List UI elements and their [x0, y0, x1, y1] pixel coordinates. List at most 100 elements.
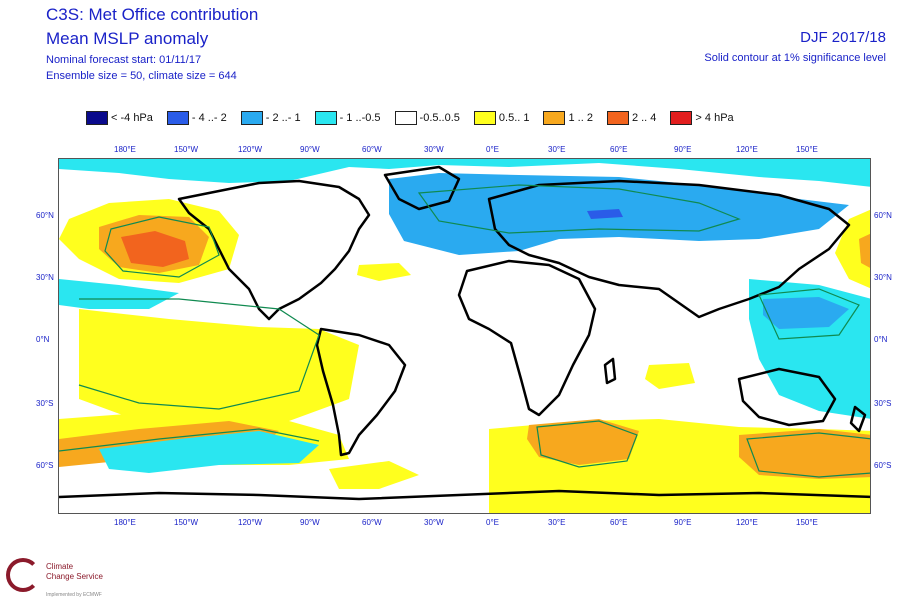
negative-anomaly-arctic: [59, 159, 870, 187]
contour-south-indian: [746, 432, 870, 478]
longitude-label: 180°E: [114, 145, 136, 154]
legend-label: > 4 hPa: [695, 112, 734, 124]
legend-label: 2 .. 4: [631, 112, 657, 124]
longitude-label: 90°W: [300, 518, 320, 527]
significance-contours: [59, 184, 870, 478]
coastline-eurasia: [487, 179, 851, 319]
longitude-label: 120°E: [736, 518, 758, 527]
latitude-label: 60°N: [874, 211, 892, 220]
positive-anomaly-south-america-south: [329, 461, 419, 489]
contour-indonesia: [758, 288, 860, 340]
coastline-madagascar: [603, 357, 617, 385]
logo-text-line3: Implemented by ECMWF: [46, 592, 102, 598]
coastlines: [59, 165, 870, 501]
legend-item: -0.5..0.5: [394, 110, 460, 126]
logo-text-line1: Climate: [46, 562, 74, 571]
longitude-label: 150°E: [796, 145, 818, 154]
longitude-label: 150°W: [174, 145, 199, 154]
chart-subtitle: Mean MSLP anomaly: [46, 29, 209, 48]
legend-swatch: [394, 111, 417, 125]
strong-negative-patch: [587, 209, 623, 219]
legend-swatch: [314, 111, 337, 125]
legend-swatch: [86, 111, 108, 125]
longitude-label: 30°W: [424, 145, 444, 154]
contour-north-pacific: [104, 216, 220, 278]
longitude-label: 0°E: [486, 145, 499, 154]
longitude-label: 0°E: [486, 518, 499, 527]
longitude-label: 150°E: [796, 518, 818, 527]
legend-label: -0.5..0.5: [419, 112, 460, 124]
longitude-label: 150°W: [174, 518, 199, 527]
longitude-label: 30°E: [548, 518, 566, 527]
contour-south-pacific: [59, 428, 320, 452]
legend-item: > 4 hPa: [670, 110, 734, 126]
latitude-label: 30°N: [36, 273, 54, 282]
positive-anomaly-indian-ocean: [645, 363, 695, 389]
legend-label: 1 .. 2: [568, 112, 593, 124]
legend-item: 2 .. 4: [606, 110, 657, 126]
coastline-antarctica: [59, 489, 870, 501]
latitude-label: 30°S: [36, 399, 54, 408]
longitude-label: 120°E: [736, 145, 758, 154]
positive-anomaly-north-atlantic: [357, 263, 411, 281]
positive-anomaly-tropical-pacific: [79, 309, 359, 427]
moderate-positive-south-atlantic: [527, 419, 639, 465]
negative-anomaly-south-pacific: [99, 431, 319, 473]
latitude-label: 30°S: [874, 399, 892, 408]
contour-eurasia: [417, 184, 741, 234]
moderate-positive-south-indian: [739, 429, 870, 479]
longitude-label: 30°E: [548, 145, 566, 154]
latitude-label: 60°S: [874, 461, 892, 470]
longitude-label: 120°W: [238, 145, 263, 154]
legend-label: - 4 ..- 2: [191, 112, 227, 124]
coastline-south-america: [315, 327, 407, 457]
legend-item: < -4 hPa: [86, 110, 153, 126]
logo-ring-icon: [6, 558, 40, 592]
anomaly-shading: [59, 159, 870, 513]
legend-swatch: [606, 111, 629, 125]
moderate-positive-far-east: [859, 233, 870, 268]
legend-label: < -4 hPa: [111, 112, 153, 124]
longitude-label: 60°W: [362, 145, 382, 154]
longitude-label: 90°E: [674, 145, 692, 154]
legend-swatch: [670, 111, 693, 125]
copernicus-logo: Climate Change Service Implemented by EC…: [6, 556, 146, 604]
longitude-label: 60°E: [610, 518, 628, 527]
longitude-label: 60°E: [610, 145, 628, 154]
coastline-north-america: [177, 179, 371, 321]
moderate-negative-west-pacific: [763, 297, 849, 329]
legend-item: 1 .. 2: [543, 110, 593, 126]
longitude-label: 90°W: [300, 145, 320, 154]
coastline-greenland: [383, 165, 461, 211]
anomaly-map: [58, 158, 871, 514]
forecast-start-text: Nominal forecast start: 01/11/17: [46, 54, 202, 66]
latitude-label: 60°N: [36, 211, 54, 220]
longitude-label: 180°E: [114, 518, 136, 527]
strong-positive-north-pacific: [121, 231, 189, 267]
legend-swatch: [543, 111, 566, 125]
chart-title: C3S: Met Office contribution: [46, 5, 259, 24]
longitude-label: 60°W: [362, 518, 382, 527]
significance-note: Solid contour at 1% significance level: [704, 52, 886, 64]
latitude-label: 60°S: [36, 461, 54, 470]
logo-text-line2: Change Service: [46, 572, 103, 581]
contour-south-atlantic: [536, 420, 638, 468]
legend-item: 0.5.. 1: [473, 110, 530, 126]
longitude-label: 120°W: [238, 518, 263, 527]
positive-anomaly-far-east: [835, 209, 870, 289]
latitude-label: 30°N: [874, 273, 892, 282]
legend-swatch: [240, 111, 263, 125]
negative-anomaly-east-pacific: [59, 279, 179, 309]
legend-item: - 1 ..-0.5: [314, 110, 381, 126]
legend-label: 0.5.. 1: [498, 112, 530, 124]
map-svg: [59, 159, 870, 513]
legend-item: - 2 ..- 1: [240, 110, 301, 126]
legend-swatch: [473, 111, 496, 125]
longitude-label: 90°E: [674, 518, 692, 527]
legend-swatch: [166, 111, 189, 125]
contour-tropical-pacific: [78, 298, 320, 410]
longitude-label: 30°W: [424, 518, 444, 527]
legend-label: - 2 ..- 1: [265, 112, 301, 124]
legend-label: - 1 ..-0.5: [339, 112, 381, 124]
legend-item: - 4 ..- 2: [166, 110, 227, 126]
